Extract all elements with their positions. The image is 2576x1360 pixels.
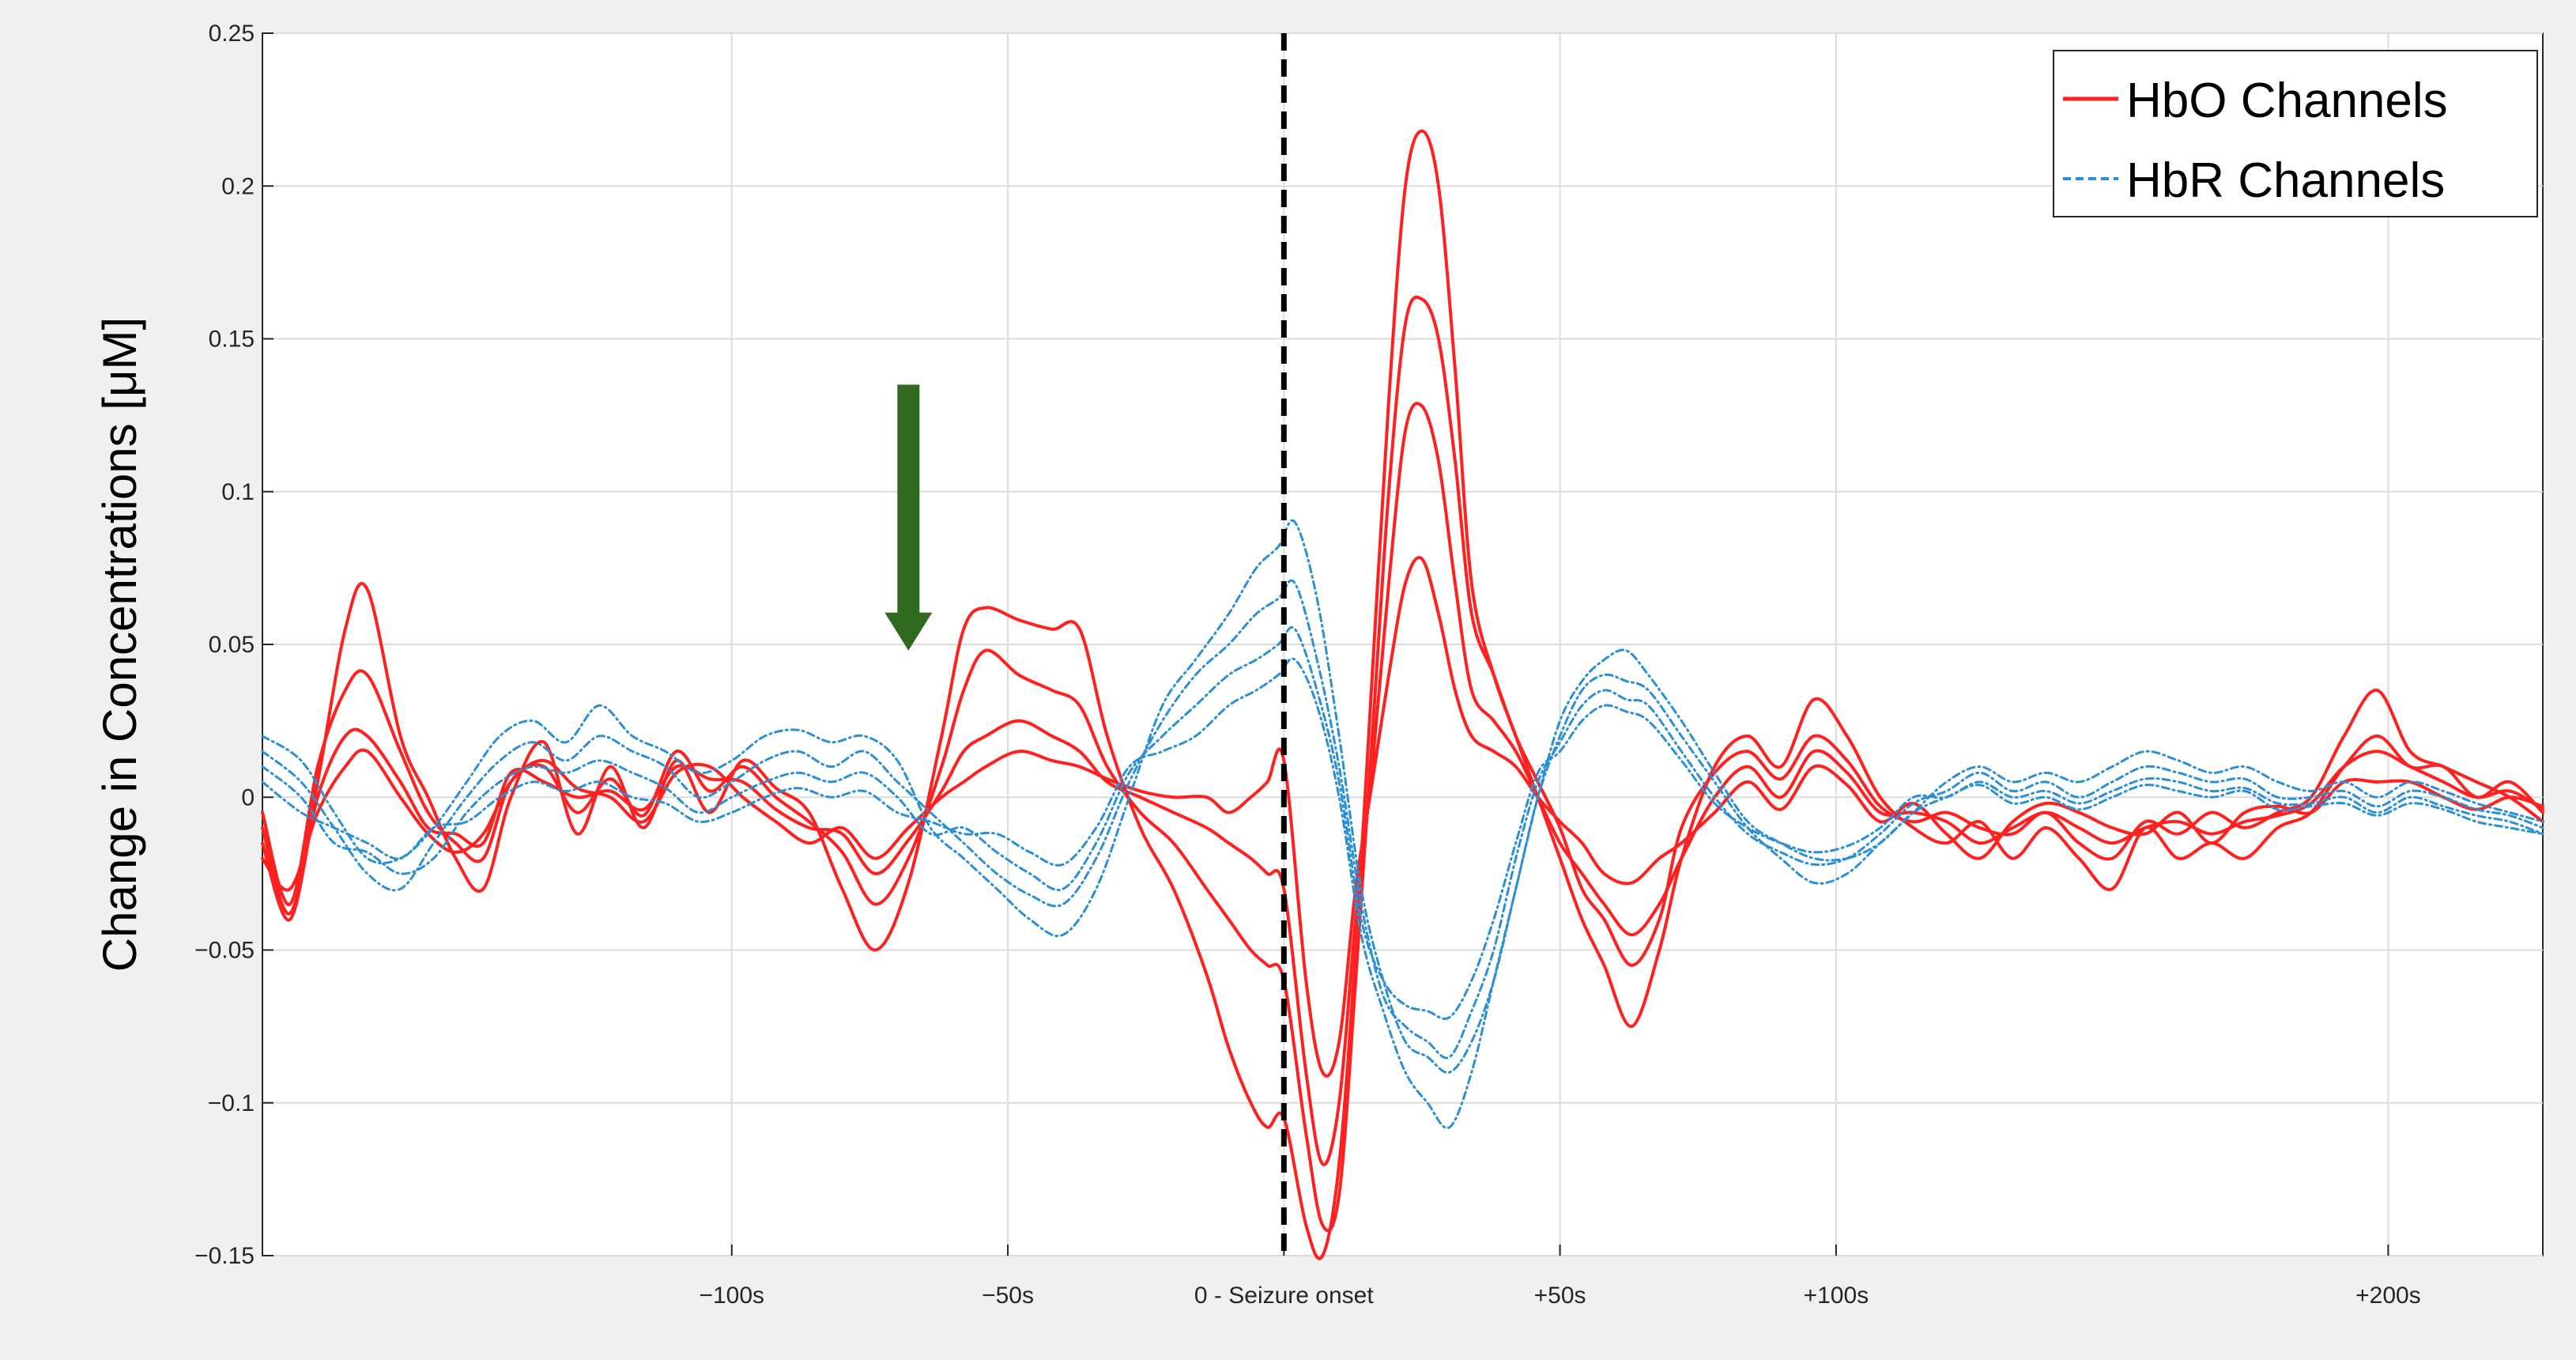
- grid-lines: [262, 32, 2543, 1256]
- x-tick-label: +200s: [2355, 1283, 2421, 1309]
- y-tick-label: −0.05: [194, 938, 255, 964]
- x-tick-label: +50s: [1534, 1283, 1586, 1309]
- legend-hbr-label: HbR Channels: [2126, 153, 2445, 208]
- hbo-series-line: [261, 556, 2544, 1078]
- y-tick-label: −0.1: [208, 1090, 255, 1116]
- legend-hbo-label: HbO Channels: [2126, 74, 2448, 128]
- legend: HbO Channels HbR Channels: [2053, 50, 2538, 217]
- x-tick-label: 0 - Seizure onset: [1194, 1283, 1374, 1309]
- annotations: [884, 33, 1287, 1256]
- y-tick-label: 0.25: [209, 21, 255, 47]
- y-axis-label: Change in Concentrations [μM]: [93, 317, 146, 972]
- hbr-series-line: [261, 519, 2544, 1074]
- data-series: [261, 129, 2544, 1260]
- hbr-series-line: [261, 625, 2544, 1020]
- x-tick-label: +100s: [1804, 1283, 1869, 1309]
- y-tick-label: 0: [241, 784, 255, 810]
- y-tick-label: −0.15: [194, 1243, 255, 1269]
- x-tick-label: −100s: [699, 1283, 764, 1309]
- arrow-shaft: [897, 384, 920, 614]
- hbr-series-line: [261, 648, 2544, 1130]
- arrow-head: [884, 612, 933, 651]
- axis-ticks: 0.25 0.2 0.15 0.1 0.05 0 −0.05 −0.1 −0.15 −100s −5…: [194, 21, 2421, 1309]
- y-tick-label: 0.2: [221, 173, 255, 199]
- y-tick-label: 0.1: [221, 479, 255, 505]
- y-tick-label: 0.15: [209, 327, 255, 353]
- hbr-series-line: [261, 579, 2544, 1060]
- y-tick-label: 0.05: [209, 632, 255, 658]
- x-tick-label: −50s: [982, 1283, 1034, 1309]
- legend-box: [2053, 50, 2538, 217]
